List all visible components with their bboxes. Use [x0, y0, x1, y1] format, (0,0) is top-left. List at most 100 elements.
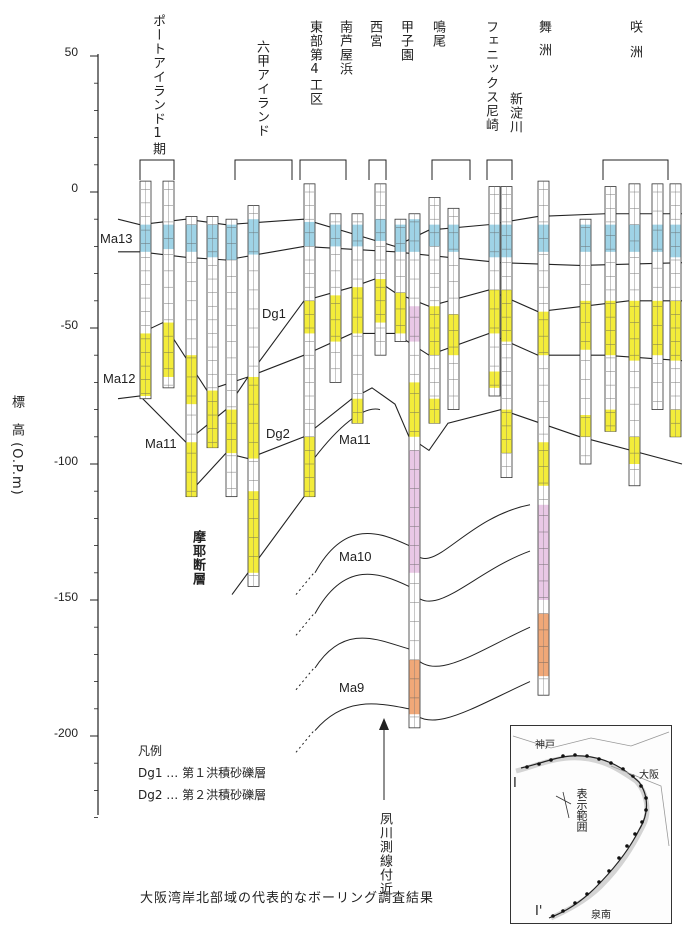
- site-label-higashibu-4: 東部第4工区: [307, 20, 322, 106]
- site-label-naruo: 鳴尾: [430, 20, 445, 48]
- boring-column: [604, 186, 617, 432]
- inset-map-drawing: [512, 731, 670, 921]
- layer-label-ma9: Ma9: [339, 680, 365, 695]
- inset-site-dot: [633, 832, 637, 836]
- inset-site-dot: [617, 856, 621, 860]
- boring-column: [185, 216, 198, 498]
- layer-label-dg2: Dg2: [266, 426, 290, 441]
- site-label-sakishima: 咲洲: [627, 20, 642, 70]
- section-note: 夙川測線付近: [377, 812, 392, 896]
- inset-site-dot: [625, 844, 629, 848]
- inset-site-dot: [551, 914, 555, 918]
- boring-column: [394, 218, 407, 342]
- boring-columns: [139, 180, 682, 729]
- site-bracket: [486, 159, 513, 180]
- inset-site-dot: [585, 754, 589, 758]
- inset-site-dot: [561, 754, 565, 758]
- y-tick-label: -200: [53, 726, 78, 740]
- boring-column: [225, 218, 238, 498]
- legend-item-dg2: Dg2 … 第２洪積砂礫層: [138, 788, 267, 802]
- dotted-extension: [295, 572, 315, 595]
- legend-title: 凡例: [138, 744, 163, 758]
- layer-label-ma13: Ma13: [100, 231, 133, 246]
- site-label-rokko-island: 六甲アイランド: [254, 40, 269, 138]
- site-bracket: [368, 159, 387, 180]
- y-axis-title: 標 高 (O.P.m): [9, 395, 24, 496]
- site-bracket: [431, 159, 471, 180]
- boring-column: [303, 183, 316, 498]
- site-label-port-island: ポートアイランド1期: [150, 14, 165, 156]
- site-label-maishima: 舞洲: [536, 20, 551, 66]
- inset-site-dot: [644, 808, 648, 812]
- boring-column: [428, 197, 441, 424]
- deep-stratum-line: [314, 626, 531, 669]
- y-tick-label: 0: [71, 181, 78, 195]
- site-bracket: [234, 159, 293, 180]
- boring-column: [329, 213, 342, 383]
- boring-column: [206, 216, 219, 449]
- inset-site-dot: [597, 757, 601, 761]
- inset-label-end: I': [535, 904, 543, 919]
- boring-column: [247, 205, 260, 587]
- dotted-extension: [295, 613, 315, 636]
- fault-label: 摩耶断層: [190, 530, 205, 586]
- site-label-phoenix-amagasaki: フェニックス尼崎: [483, 20, 498, 132]
- site-bracket: [139, 159, 175, 180]
- layer-label-dg1: Dg1: [262, 306, 286, 321]
- inset-site-dot: [640, 820, 644, 824]
- boring-column: [139, 180, 152, 400]
- boring-column: [162, 180, 175, 389]
- inset-label-osaka: 大阪: [639, 770, 659, 781]
- boring-column: [351, 213, 364, 424]
- y-axis: [90, 54, 99, 818]
- boring-column: [447, 207, 460, 411]
- inset-site-dot: [644, 796, 648, 800]
- site-bracket: [602, 159, 669, 180]
- boring-column: [651, 183, 664, 410]
- layer-label-ma10: Ma10: [339, 549, 372, 564]
- boring-column: [374, 183, 387, 356]
- layer-label-ma11-left: Ma11: [145, 436, 177, 451]
- layer-label-ma12: Ma12: [103, 371, 136, 386]
- inset-site-dot: [525, 765, 529, 769]
- site-brackets: [139, 159, 669, 180]
- inset-label-range: 表示範囲: [575, 788, 588, 832]
- y-tick-label: 50: [64, 45, 78, 59]
- boring-column: [669, 183, 682, 438]
- inset-label-sennan: 泉南: [591, 910, 611, 921]
- dotted-extension: [295, 730, 315, 753]
- inset-site-dot: [573, 901, 577, 905]
- stratum-line: [117, 332, 683, 443]
- inset-map: 神戸 大阪 I 表示範囲 I' 泉南: [510, 725, 672, 924]
- deep-stratum-line: [309, 408, 381, 465]
- legend-item-dg1: Dg1 … 第１洪積砂礫層: [138, 766, 267, 780]
- section-arrow-head: [379, 718, 389, 730]
- boring-column: [500, 186, 513, 479]
- inset-site-dot: [597, 880, 601, 884]
- boring-column: [408, 213, 421, 729]
- inset-label-start: I: [513, 776, 517, 791]
- boring-column: [488, 186, 501, 397]
- inset-site-dot: [573, 753, 577, 757]
- site-label-shin-yodogawa: 新淀川: [507, 92, 522, 134]
- boring-column: [579, 218, 592, 465]
- site-bracket: [299, 159, 347, 180]
- inset-site-dot: [561, 909, 565, 913]
- inset-site-dot: [585, 892, 589, 896]
- site-label-minami-ashiya: 南芦屋浜: [337, 20, 352, 76]
- boring-column: [537, 180, 550, 696]
- inset-site-dot: [639, 784, 643, 788]
- stratum-line: [231, 496, 305, 595]
- site-label-nishinomiya: 西宮: [367, 20, 382, 48]
- inset-site-dot: [537, 762, 541, 766]
- boring-column: [628, 183, 641, 487]
- inset-site-dot: [621, 767, 625, 771]
- layer-label-ma11-center: Ma11: [339, 432, 371, 447]
- figure-caption: 大阪湾岸北部域の代表的なボーリング調査結果: [140, 891, 435, 906]
- inset-label-kobe: 神戸: [535, 740, 555, 751]
- inset-site-dot: [609, 761, 613, 765]
- inset-site-dot: [549, 758, 553, 762]
- dotted-extension: [295, 667, 315, 691]
- y-tick-label: -100: [53, 454, 78, 468]
